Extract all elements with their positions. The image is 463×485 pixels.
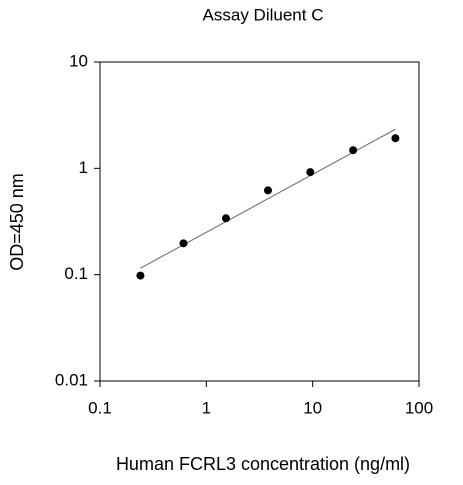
data-point	[179, 239, 188, 248]
x-axis-label: Human FCRL3 concentration (ng/ml)	[116, 454, 410, 474]
data-point	[391, 134, 400, 143]
x-tick-label: 1	[202, 398, 211, 417]
data-point	[136, 271, 145, 280]
y-tick-label: 1	[79, 158, 88, 177]
y-axis-label: OD=450 nm	[7, 173, 27, 271]
y-tick-label: 0.1	[64, 264, 88, 283]
x-tick-label: 0.1	[88, 398, 112, 417]
x-tick-label: 100	[405, 398, 433, 417]
data-point	[306, 168, 315, 177]
chart-title: Assay Diluent C	[203, 5, 324, 24]
data-point	[221, 214, 230, 223]
data-point	[349, 146, 358, 155]
y-tick-label: 10	[69, 51, 88, 70]
plot-frame	[99, 61, 420, 382]
data-point	[263, 186, 272, 195]
fit-line	[140, 128, 396, 269]
x-tick-label: 10	[303, 398, 322, 417]
y-tick-label: 0.01	[55, 370, 88, 389]
